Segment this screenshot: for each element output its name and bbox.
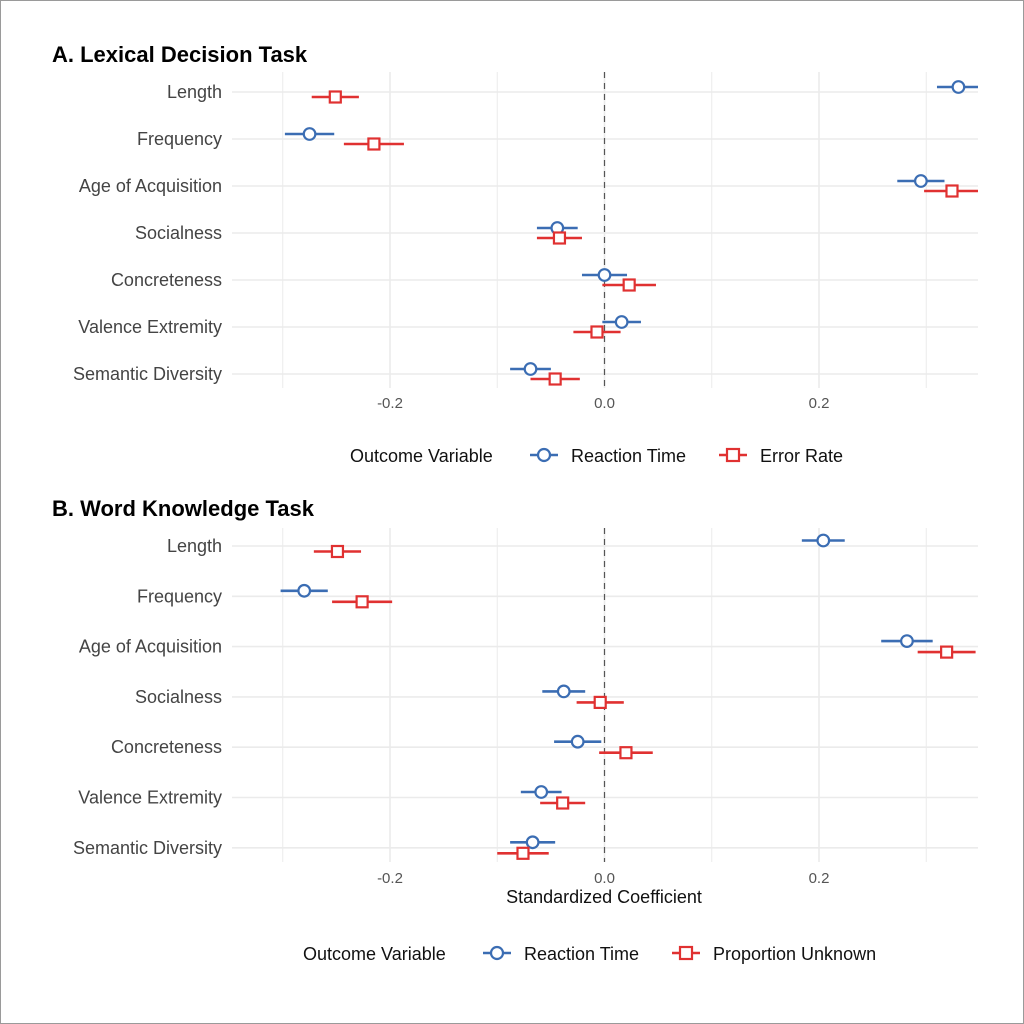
category-label-frequency: Frequency — [137, 586, 222, 606]
point-proportion-unknown-semantic-diversity — [516, 846, 530, 860]
point-error-rate-semantic-diversity — [548, 372, 562, 386]
category-label-valence-extremity: Valence Extremity — [78, 317, 222, 337]
panel-b-legend: Outcome Variable Reaction Time Proportio… — [303, 944, 876, 964]
legend-rt-circle — [536, 447, 552, 463]
panel-a-tick-labels: -0.2 0.0 0.2 — [377, 395, 829, 412]
point-reaction-time-valence-extremity — [614, 315, 629, 329]
category-label-age-of-acquisition: Age of Acquisition — [79, 176, 222, 196]
point-reaction-time-semantic-diversity — [523, 362, 538, 376]
panel-b: B. Word Knowledge Task Length Frequency Ag… — [52, 496, 978, 964]
point-reaction-time-age-of-acquisition — [900, 634, 914, 648]
panel-a-legend-rt-label: Reaction Time — [571, 446, 686, 466]
point-proportion-unknown-length — [330, 544, 345, 559]
point-error-rate-concreteness — [622, 278, 636, 292]
point-error-rate-length — [328, 90, 342, 104]
panel-b-legend-pu-label: Proportion Unknown — [713, 944, 876, 964]
x-tick-label: 0.2 — [809, 870, 830, 887]
legend-pu-square — [678, 945, 694, 961]
category-label-socialness: Socialness — [135, 223, 222, 243]
panel-a-marks — [284, 80, 978, 386]
point-reaction-time-socialness — [556, 684, 571, 699]
panel-b-title: B. Word Knowledge Task — [52, 496, 315, 521]
point-reaction-time-age-of-acquisition — [913, 174, 928, 188]
point-reaction-time-length — [816, 533, 831, 548]
point-proportion-unknown-valence-extremity — [556, 796, 570, 810]
category-label-length: Length — [167, 536, 222, 556]
x-tick-label: 0.2 — [809, 395, 830, 412]
point-error-rate-socialness — [552, 231, 567, 245]
category-label-socialness: Socialness — [135, 687, 222, 707]
legend-rt-circle — [489, 945, 505, 961]
panel-a: A. Lexical Decision Task Length Frequency… — [52, 42, 978, 466]
category-label-concreteness: Concreteness — [111, 270, 222, 290]
point-reaction-time-concreteness — [597, 268, 612, 282]
point-proportion-unknown-socialness — [593, 695, 607, 710]
panel-b-legend-err-key — [672, 945, 700, 961]
point-error-rate-age-of-acquisition — [945, 184, 959, 198]
point-reaction-time-semantic-diversity — [525, 835, 540, 850]
x-tick-label: -0.2 — [377, 395, 403, 412]
point-proportion-unknown-frequency — [355, 595, 369, 609]
point-proportion-unknown-concreteness — [619, 746, 633, 760]
point-reaction-time-frequency — [297, 583, 312, 598]
point-error-rate-valence-extremity — [590, 325, 604, 339]
point-reaction-time-valence-extremity — [534, 785, 549, 799]
x-tick-label: 0.0 — [594, 870, 615, 887]
panel-b-x-axis-label: Standardized Coefficient — [506, 887, 702, 907]
panel-a-title: A. Lexical Decision Task — [52, 42, 308, 67]
point-reaction-time-frequency — [302, 127, 317, 141]
category-label-valence-extremity: Valence Extremity — [78, 788, 222, 808]
point-proportion-unknown-age-of-acquisition — [940, 645, 954, 659]
panel-a-legend-title: Outcome Variable — [350, 446, 493, 466]
category-label-semantic-diversity: Semantic Diversity — [73, 838, 222, 858]
legend-err-square — [725, 447, 741, 463]
panel-a-legend-err-label: Error Rate — [760, 446, 843, 466]
panel-b-legend-rt-label: Reaction Time — [524, 944, 639, 964]
panel-b-legend-rt-key — [483, 945, 511, 961]
panel-a-legend: Outcome Variable Reaction Time Error Rat… — [350, 446, 843, 466]
category-label-frequency: Frequency — [137, 129, 222, 149]
panel-a-legend-rt-key — [530, 447, 558, 463]
point-error-rate-frequency — [367, 137, 381, 151]
point-reaction-time-concreteness — [570, 734, 585, 749]
panel-a-category-labels: Length Frequency Age of Acquisition Socialn… — [73, 82, 222, 384]
category-label-length: Length — [167, 82, 222, 102]
x-tick-label: 0.0 — [594, 395, 615, 412]
panel-b-category-labels: Length Frequency Age of Acquisition Socialn… — [73, 536, 222, 858]
category-label-concreteness: Concreteness — [111, 737, 222, 757]
panel-b-tick-labels: -0.2 0.0 0.2 — [377, 870, 829, 887]
panel-a-legend-err-key — [719, 447, 747, 463]
x-tick-label: -0.2 — [377, 870, 403, 887]
category-label-age-of-acquisition: Age of Acquisition — [79, 637, 222, 657]
panel-b-marks — [280, 533, 976, 860]
point-reaction-time-length — [951, 80, 966, 94]
panel-b-legend-title: Outcome Variable — [303, 944, 446, 964]
category-label-semantic-diversity: Semantic Diversity — [73, 364, 222, 384]
